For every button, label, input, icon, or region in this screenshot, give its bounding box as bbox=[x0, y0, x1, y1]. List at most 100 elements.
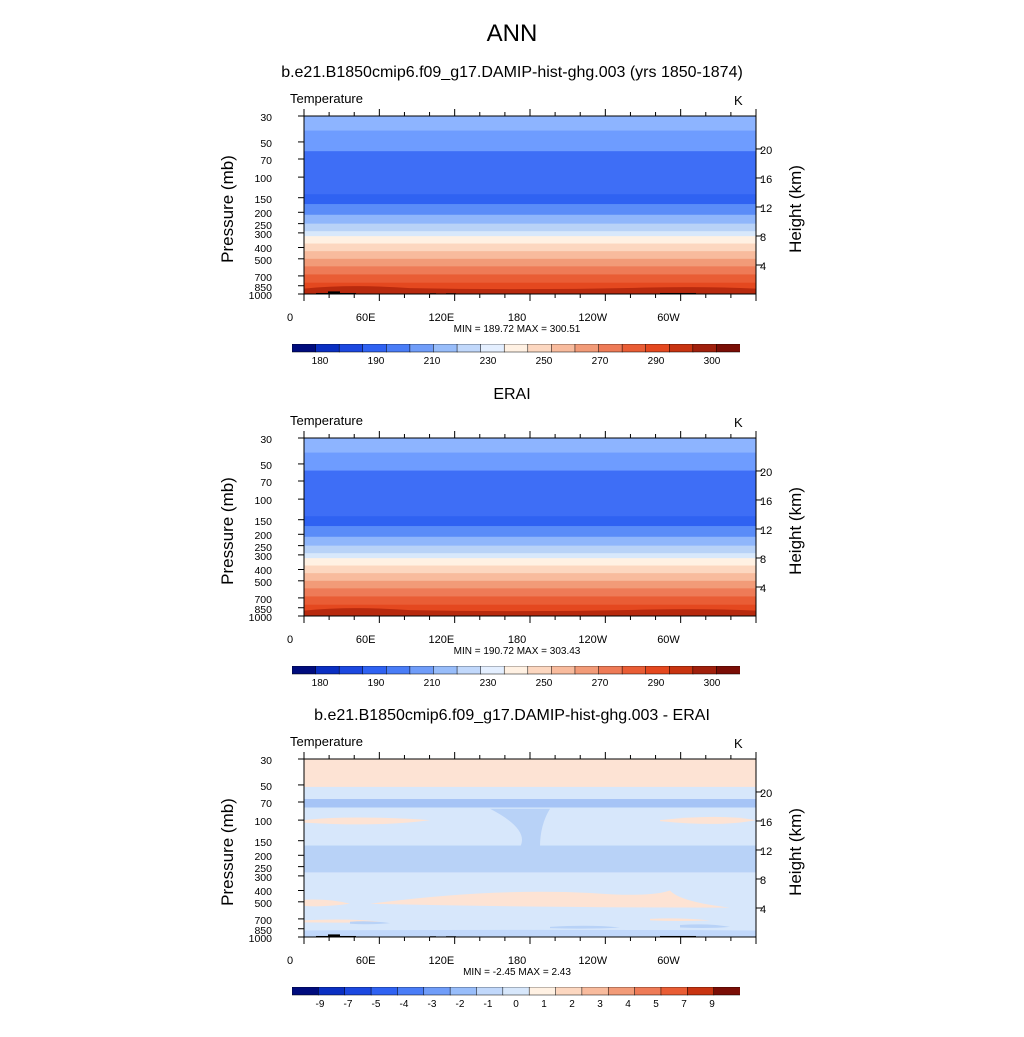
contour-region bbox=[350, 921, 390, 925]
colorbar-swatch bbox=[318, 987, 346, 996]
topography-mask bbox=[316, 935, 334, 937]
colorbar-label: 5 bbox=[653, 999, 659, 1010]
colorbar-label: -9 bbox=[315, 999, 325, 1010]
y-axis-label: Pressure (mb) bbox=[218, 477, 237, 585]
topography-mask bbox=[660, 292, 696, 294]
min-max-stats: MIN = 189.72 MAX = 300.51 bbox=[453, 324, 581, 335]
pressure-tick-label: 400 bbox=[254, 243, 272, 256]
colorbar-swatch bbox=[574, 666, 600, 675]
panel-difference: b.e21.B1850cmip6.f09_g17.DAMIP-hist-ghg.… bbox=[0, 707, 1024, 1037]
contour-region bbox=[304, 608, 756, 616]
colorbar-swatch bbox=[502, 987, 530, 996]
colorbar-label: 180 bbox=[311, 678, 329, 689]
colorbar-swatch bbox=[397, 987, 425, 996]
colorbar-swatch bbox=[621, 666, 647, 675]
pressure-tick-label: 1000 bbox=[248, 933, 272, 945]
colorbar-swatch bbox=[669, 666, 694, 675]
colorbar-label: 210 bbox=[423, 356, 441, 367]
pressure-tick-label: 50 bbox=[260, 459, 272, 472]
colorbar bbox=[292, 344, 740, 353]
pressure-tick-label: 700 bbox=[254, 914, 272, 927]
pressure-tick-label: 50 bbox=[260, 780, 272, 793]
pressure-tick-label: 400 bbox=[254, 565, 272, 578]
contour-band bbox=[304, 516, 756, 527]
colorbar-swatch bbox=[386, 666, 411, 675]
colorbar-swatch bbox=[503, 666, 529, 675]
pressure-tick-label: 50 bbox=[260, 137, 272, 150]
height-tick-label: 16 bbox=[760, 816, 773, 829]
pressure-tick-label: 250 bbox=[254, 219, 272, 232]
colorbar-label: 1 bbox=[541, 999, 547, 1010]
pressure-tick-label: 200 bbox=[254, 530, 272, 543]
height-tick-label: 4 bbox=[760, 260, 767, 273]
contour-plot bbox=[298, 752, 762, 944]
contour-band bbox=[304, 231, 756, 237]
pressure-tick-label: 150 bbox=[254, 193, 272, 206]
units-label: K bbox=[734, 736, 743, 751]
x-tick-label: 60W bbox=[657, 312, 680, 324]
contour-plot bbox=[298, 109, 762, 301]
colorbar-swatch bbox=[551, 666, 576, 675]
colorbar-swatch bbox=[449, 987, 478, 996]
pressure-tick-label: 70 bbox=[260, 155, 272, 167]
colorbar-label: 300 bbox=[703, 356, 721, 367]
colorbar-swatch bbox=[315, 666, 340, 675]
colorbar-swatch bbox=[362, 344, 387, 353]
contour-band bbox=[304, 545, 756, 554]
height-tick-label: 12 bbox=[760, 202, 773, 215]
contour-band bbox=[304, 759, 756, 788]
x-tick-label: 60E bbox=[355, 312, 376, 324]
colorbar-swatch bbox=[607, 987, 636, 996]
contour-band bbox=[304, 130, 756, 152]
pressure-tick-label: 400 bbox=[254, 886, 272, 899]
height-tick-label: 20 bbox=[760, 144, 773, 157]
colorbar-swatch bbox=[669, 344, 694, 353]
pressure-tick-label: 200 bbox=[254, 851, 272, 864]
colorbar-swatch bbox=[716, 344, 740, 353]
colorbar-label: 210 bbox=[423, 678, 441, 689]
colorbar-swatch bbox=[362, 666, 387, 675]
colorbar-swatch bbox=[370, 987, 398, 996]
height-tick-label: 16 bbox=[760, 173, 773, 186]
pressure-tick-label: 300 bbox=[254, 871, 272, 884]
pressure-tick-label: 500 bbox=[254, 254, 272, 267]
colorbar-swatch bbox=[574, 344, 600, 353]
colorbar-label: 290 bbox=[647, 356, 665, 367]
contour-region bbox=[660, 816, 756, 824]
colorbar-swatch bbox=[660, 987, 688, 996]
figure-title: ANN bbox=[486, 20, 538, 47]
colorbar-swatch bbox=[528, 987, 557, 996]
colorbar-swatch bbox=[480, 666, 505, 675]
contour-band bbox=[304, 274, 756, 284]
pressure-tick-label: 300 bbox=[254, 228, 272, 241]
contour-band bbox=[304, 536, 756, 547]
contour-region bbox=[680, 924, 730, 929]
colorbar-swatch bbox=[598, 344, 623, 353]
colorbar-label: 4 bbox=[625, 999, 631, 1010]
colorbar-label: 190 bbox=[367, 678, 385, 689]
height-tick-label: 4 bbox=[760, 582, 767, 595]
colorbar-swatch bbox=[456, 666, 482, 675]
pressure-tick-label: 1000 bbox=[248, 290, 272, 302]
colorbar-label: 230 bbox=[479, 356, 497, 367]
topography-mask bbox=[328, 291, 340, 294]
x-tick-label: 120E bbox=[428, 955, 455, 967]
colorbar-label: 0 bbox=[513, 999, 519, 1010]
colorbar-swatch bbox=[503, 344, 529, 353]
colorbar-label: 7 bbox=[681, 999, 687, 1010]
pressure-tick-label: 150 bbox=[254, 515, 272, 528]
contour-band bbox=[304, 258, 756, 267]
topography-mask bbox=[316, 292, 334, 294]
topography-mask bbox=[660, 935, 696, 937]
contour-region bbox=[550, 925, 620, 929]
contour-band bbox=[304, 194, 756, 205]
y-axis-label: Pressure (mb) bbox=[218, 798, 237, 906]
colorbar-swatch bbox=[645, 666, 670, 675]
pressure-tick-label: 150 bbox=[254, 836, 272, 849]
x-tick-label: 60E bbox=[355, 955, 376, 967]
colorbar-label: 2 bbox=[569, 999, 575, 1010]
x-tick-label: 0 bbox=[286, 312, 294, 324]
x-tick-label: 120W bbox=[578, 634, 608, 646]
x-tick-label: 180 bbox=[507, 312, 527, 324]
colorbar-swatch bbox=[555, 987, 583, 996]
